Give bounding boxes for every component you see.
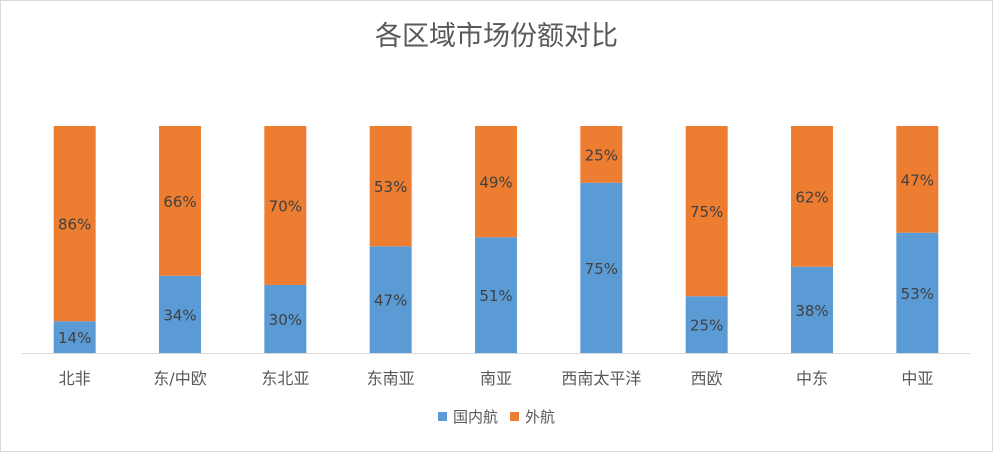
- data-label-foreign-5: 25%: [585, 146, 618, 164]
- data-label-domestic-4: 51%: [479, 287, 512, 305]
- bar-foreign-6: [685, 126, 728, 297]
- data-label-foreign-8: 47%: [901, 171, 934, 189]
- data-label-foreign-2: 70%: [269, 197, 302, 215]
- data-label-foreign-6: 75%: [690, 203, 723, 221]
- legend-item-foreign: 外航: [510, 406, 555, 427]
- data-label-foreign-3: 53%: [374, 178, 407, 196]
- data-label-domestic-5: 75%: [585, 260, 618, 278]
- bar-domestic-3: [369, 246, 412, 353]
- legend: 国内航 外航: [0, 406, 993, 427]
- bar-domestic-4: [475, 237, 517, 353]
- category-label-3: 东南亚: [367, 369, 415, 388]
- data-label-domestic-8: 53%: [901, 285, 934, 303]
- bar-foreign-3: [369, 126, 412, 247]
- category-label-0: 北非: [59, 369, 91, 388]
- legend-swatch-foreign: [510, 412, 519, 421]
- bar-foreign-0: [53, 126, 96, 322]
- data-label-foreign-0: 86%: [58, 216, 91, 234]
- category-label-8: 中亚: [901, 369, 933, 388]
- bar-foreign-7: [791, 126, 833, 267]
- category-label-6: 西欧: [691, 369, 723, 388]
- bar-domestic-8: [896, 232, 939, 353]
- category-label-7: 中东: [796, 369, 828, 388]
- data-label-foreign-1: 66%: [163, 193, 196, 211]
- chart-title: 各区域市场份额对比: [375, 21, 618, 52]
- bar-foreign-1: [159, 126, 201, 276]
- data-label-domestic-7: 38%: [795, 302, 828, 320]
- data-label-domestic-3: 47%: [374, 292, 407, 310]
- bar-foreign-4: [475, 126, 517, 238]
- legend-label-domestic: 国内航: [452, 408, 498, 426]
- bar-domestic-5: [580, 182, 623, 353]
- data-label-foreign-4: 49%: [479, 174, 512, 192]
- category-label-4: 南亚: [480, 369, 512, 388]
- bar-domestic-1: [159, 275, 201, 353]
- data-label-foreign-7: 62%: [795, 188, 828, 206]
- data-label-domestic-6: 25%: [690, 317, 723, 335]
- data-label-domestic-1: 34%: [163, 306, 196, 324]
- data-label-domestic-0: 14%: [58, 329, 91, 347]
- category-label-5: 西南太平洋: [561, 369, 641, 388]
- bar-foreign-8: [896, 126, 939, 233]
- legend-label-foreign: 外航: [525, 408, 556, 426]
- bar-foreign-2: [264, 126, 307, 285]
- legend-swatch-domestic: [437, 412, 447, 421]
- bar-domestic-7: [791, 266, 833, 353]
- legend-item-domestic: 国内航: [437, 406, 498, 427]
- bar-foreign-5: [580, 126, 623, 183]
- category-label-2: 东北亚: [261, 369, 309, 388]
- bar-domestic-6: [685, 296, 728, 353]
- category-label-1: 东/中欧: [153, 369, 206, 388]
- bar-domestic-2: [264, 284, 307, 353]
- bar-domestic-0: [53, 321, 96, 353]
- data-label-domestic-2: 30%: [269, 311, 302, 329]
